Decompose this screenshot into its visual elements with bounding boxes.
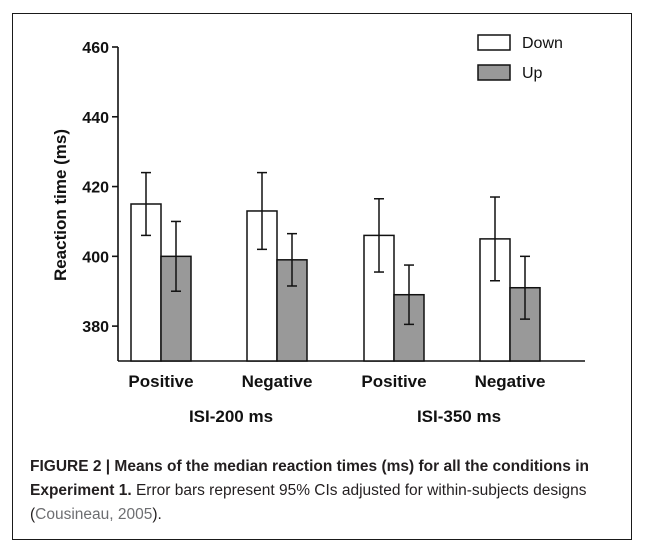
y-tick-label: 440 bbox=[82, 110, 109, 127]
bar-up bbox=[276, 259, 308, 362]
y-axis-label: Reaction time (ms) bbox=[51, 129, 70, 281]
y-tick-label: 400 bbox=[82, 249, 109, 266]
x-tick-label: Negative bbox=[475, 372, 546, 391]
caption-figure-label: FIGURE 2 | Means of the median reaction … bbox=[30, 458, 589, 499]
y-tick-label: 380 bbox=[82, 319, 109, 336]
legend: Down Up bbox=[477, 34, 563, 82]
x-group-label: ISI-350 ms bbox=[417, 407, 501, 426]
x-tick-label: Positive bbox=[128, 372, 193, 391]
caption-text: Error bars represent 95% CIs adjusted fo… bbox=[30, 482, 587, 523]
bar-up bbox=[393, 293, 425, 362]
caption-closing: ). bbox=[152, 506, 162, 523]
x-tick-label: Negative bbox=[242, 372, 313, 391]
legend-swatch-down bbox=[477, 34, 511, 51]
figure-caption: FIGURE 2 | Means of the median reaction … bbox=[30, 455, 620, 527]
legend-swatch-up bbox=[477, 64, 511, 81]
x-axis: Positive Negative Positive Negative ISI-200 … bbox=[118, 360, 585, 426]
y-tick-label: 420 bbox=[82, 180, 109, 197]
caption-reference[interactable]: Cousineau, 2005 bbox=[35, 506, 153, 523]
error-bars bbox=[141, 171, 530, 326]
legend-label-down: Down bbox=[522, 35, 563, 52]
bars bbox=[130, 203, 541, 362]
figure-frame bbox=[12, 13, 632, 540]
x-tick-label: Positive bbox=[361, 372, 426, 391]
legend-label-up: Up bbox=[522, 65, 543, 82]
y-tick-label: 460 bbox=[82, 40, 109, 57]
y-axis: 380 400 420 440 460 bbox=[82, 40, 119, 361]
x-group-label: ISI-200 ms bbox=[189, 407, 273, 426]
